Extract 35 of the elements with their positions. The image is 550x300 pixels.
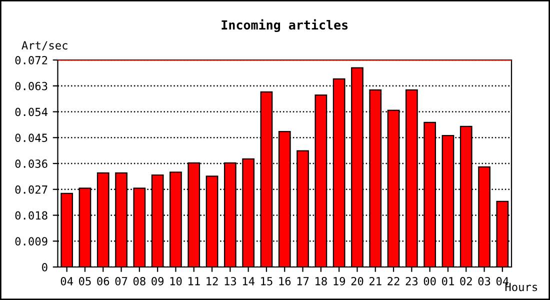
x-tick-label: 03 [478,276,490,286]
x-tick-label: 23 [406,276,418,286]
x-tick-label: 01 [442,276,454,286]
x-tick-label: 10 [170,276,182,286]
x-tick-label: 16 [279,276,291,286]
x-tick-label: 05 [79,276,91,286]
x-tick-label: 04 [60,276,73,286]
y-tick-label: 0.018 [15,211,48,220]
x-tick-label: 14 [242,277,254,286]
y-tick-label: 0 [42,263,48,272]
x-tick-label: 18 [316,276,327,286]
x-tick-label: 21 [370,276,382,286]
x-tick-label: 06 [97,276,110,286]
y-tick-label: 0.027 [15,185,48,194]
x-tick-label: 12 [206,276,218,286]
x-tick-label: 00 [424,276,436,286]
y-tick-label: 0.036 [15,160,48,168]
x-tick-label: 17 [297,277,309,286]
y-axis-title: Art/sec [22,41,68,50]
x-tick-label: 19 [334,276,346,286]
chart-title: Incoming articles [222,19,348,32]
x-tick-label: 20 [351,276,364,286]
x-tick-label: 07 [115,276,128,286]
x-tick-label: 22 [388,276,400,286]
y-tick-label: 0.072 [15,56,48,64]
y-tick-label: 0.045 [15,134,48,142]
x-tick-label: 02 [460,276,472,286]
x-tick-label: 08 [133,276,146,286]
x-tick-label: 15 [261,277,272,286]
y-tick-label: 0.009 [15,237,48,246]
y-tick-label: 0.054 [15,108,48,116]
y-tick-label: 0.063 [15,82,48,90]
x-tick-label: 13 [224,276,236,286]
x-tick-label: 09 [152,276,164,286]
x-tick-label: 11 [188,277,200,286]
